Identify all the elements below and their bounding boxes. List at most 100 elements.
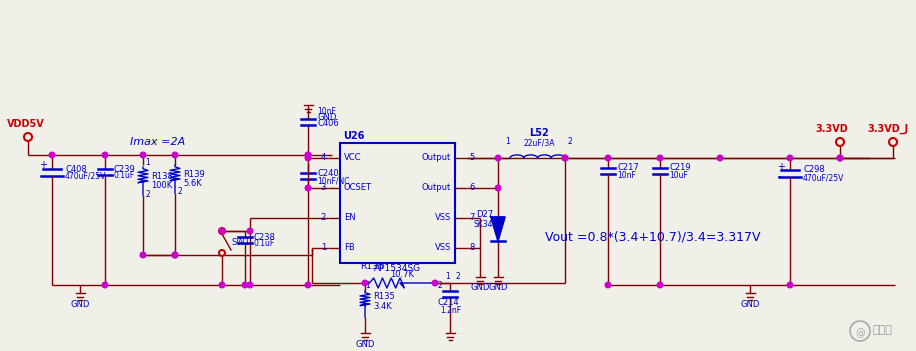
Text: Output: Output	[421, 153, 451, 163]
Text: GND: GND	[317, 113, 336, 121]
Text: 2: 2	[567, 137, 572, 146]
Circle shape	[172, 252, 178, 258]
Text: 6: 6	[469, 184, 474, 192]
Circle shape	[242, 282, 248, 288]
Text: D27: D27	[476, 210, 493, 219]
Circle shape	[247, 228, 253, 234]
Text: GND: GND	[740, 300, 759, 309]
Text: GND: GND	[470, 283, 490, 292]
Text: 3.4K: 3.4K	[373, 302, 392, 311]
Text: 7: 7	[469, 213, 474, 223]
Circle shape	[432, 280, 438, 286]
Text: 1: 1	[365, 281, 370, 290]
Text: AP1534SG: AP1534SG	[374, 264, 421, 273]
Circle shape	[103, 152, 108, 158]
Text: Output: Output	[421, 184, 451, 192]
Circle shape	[562, 155, 568, 161]
Text: @: @	[856, 328, 865, 338]
Text: VSS: VSS	[435, 213, 451, 223]
Text: 10uF: 10uF	[669, 171, 688, 179]
Text: 亿速云: 亿速云	[872, 325, 892, 335]
Circle shape	[172, 252, 178, 258]
Text: 2: 2	[145, 190, 149, 199]
Text: C408: C408	[65, 165, 87, 173]
Text: 2: 2	[321, 213, 326, 223]
Text: C238: C238	[254, 232, 276, 241]
Text: 5.6K: 5.6K	[183, 179, 202, 188]
Text: R136: R136	[360, 262, 384, 271]
Circle shape	[172, 152, 178, 158]
Text: R135: R135	[373, 292, 395, 301]
Text: GND: GND	[355, 340, 375, 349]
Text: 3.3VD_J: 3.3VD_J	[867, 124, 909, 134]
Circle shape	[837, 155, 843, 161]
Text: 5: 5	[469, 153, 474, 163]
Text: 3.3VD: 3.3VD	[815, 124, 848, 134]
Text: 10nF: 10nF	[317, 106, 336, 115]
Circle shape	[305, 152, 311, 158]
Text: Imax =2A: Imax =2A	[130, 137, 185, 147]
Circle shape	[496, 155, 501, 161]
Text: 4: 4	[321, 153, 326, 163]
Circle shape	[717, 155, 723, 161]
Text: 0.1uF: 0.1uF	[114, 172, 136, 180]
Text: C219: C219	[669, 164, 691, 172]
Text: GND: GND	[488, 283, 507, 292]
Circle shape	[605, 282, 611, 288]
Text: SK34A: SK34A	[474, 220, 498, 229]
Text: EN: EN	[344, 213, 355, 223]
Circle shape	[305, 155, 311, 161]
Text: GND: GND	[71, 300, 90, 309]
Text: -: -	[777, 171, 781, 181]
Polygon shape	[491, 217, 505, 241]
Circle shape	[496, 185, 501, 191]
Text: VDD5V: VDD5V	[7, 119, 45, 129]
Text: 1.2nF: 1.2nF	[440, 306, 461, 315]
Circle shape	[837, 155, 843, 161]
Text: SW1: SW1	[232, 238, 251, 247]
Circle shape	[305, 152, 311, 158]
Circle shape	[305, 282, 311, 288]
Circle shape	[247, 282, 253, 288]
Circle shape	[305, 185, 311, 191]
Text: 1: 1	[505, 137, 509, 146]
Text: 3: 3	[321, 184, 326, 192]
Circle shape	[787, 282, 793, 288]
Bar	[340, 143, 455, 263]
Text: 1: 1	[321, 244, 326, 252]
Circle shape	[657, 282, 663, 288]
Text: R139: R139	[183, 170, 205, 179]
Circle shape	[219, 228, 224, 234]
Text: 100K: 100K	[151, 181, 172, 190]
Circle shape	[140, 252, 146, 258]
Text: 470uF/25V: 470uF/25V	[803, 173, 845, 183]
Text: -: -	[603, 163, 607, 173]
Circle shape	[103, 282, 108, 288]
Text: Vout =0.8*(3.4+10.7)/3.4=3.317V: Vout =0.8*(3.4+10.7)/3.4=3.317V	[545, 230, 760, 243]
Text: +: +	[39, 160, 47, 170]
Text: +: +	[777, 162, 785, 172]
Text: L52: L52	[529, 128, 550, 138]
Text: 0.1uF: 0.1uF	[254, 238, 275, 247]
Text: C406: C406	[317, 119, 339, 127]
Text: 1: 1	[145, 158, 149, 167]
Text: 2: 2	[437, 281, 442, 290]
Circle shape	[562, 155, 568, 161]
Circle shape	[657, 155, 663, 161]
Circle shape	[362, 280, 368, 286]
Text: 8: 8	[469, 244, 474, 252]
Text: FB: FB	[344, 244, 354, 252]
Text: 10nF: 10nF	[617, 171, 636, 179]
Text: U26: U26	[343, 131, 365, 141]
Circle shape	[787, 155, 793, 161]
Circle shape	[605, 155, 611, 161]
Text: C298: C298	[803, 166, 824, 174]
Text: -: -	[655, 163, 659, 173]
Text: C239: C239	[114, 165, 136, 173]
Text: 470uF/25V: 470uF/25V	[65, 172, 106, 180]
Text: C240: C240	[317, 170, 339, 179]
Text: 10.7K: 10.7K	[390, 270, 414, 279]
Text: OCSET: OCSET	[344, 184, 372, 192]
Text: 1: 1	[445, 272, 450, 281]
Text: C217: C217	[617, 164, 638, 172]
